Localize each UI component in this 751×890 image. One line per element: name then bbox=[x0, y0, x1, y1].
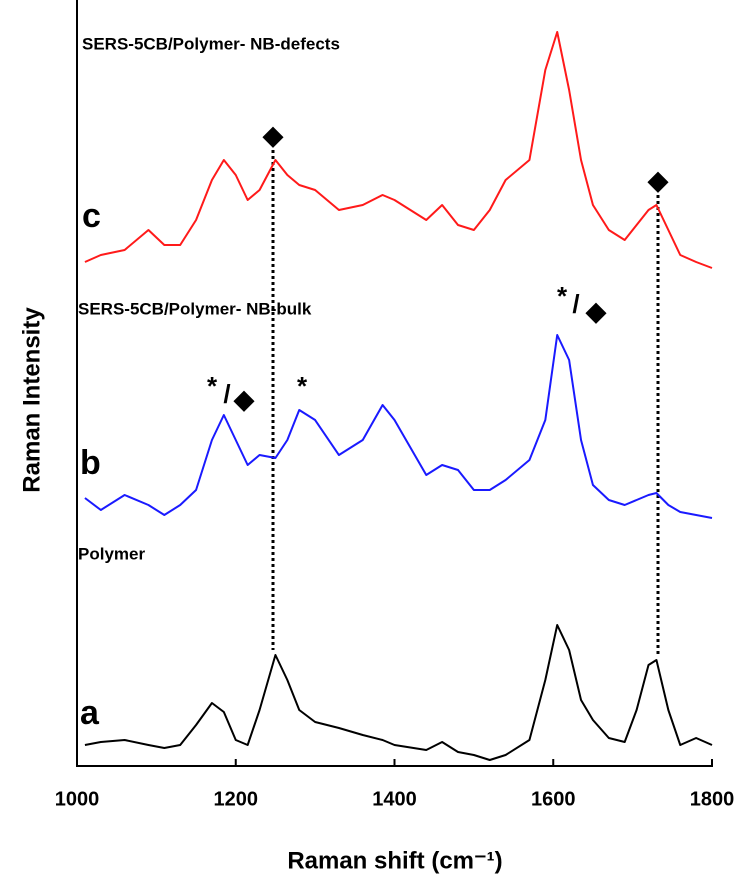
spectrum-line bbox=[84, 624, 713, 761]
annotation: a bbox=[80, 694, 100, 732]
annotation: c bbox=[82, 197, 101, 235]
x-tick-label: 1000 bbox=[55, 788, 100, 810]
annotation: ◆ bbox=[262, 120, 284, 150]
annotation: SERS-5CB/Polymer- NB-bulk bbox=[78, 299, 312, 318]
annotation: b bbox=[80, 444, 101, 482]
x-tick-label: 1200 bbox=[214, 788, 259, 810]
x-tick-label: 1400 bbox=[372, 788, 417, 810]
annotation: / bbox=[223, 379, 230, 409]
annotation: * bbox=[557, 281, 568, 311]
annotation: SERS-5CB/Polymer- NB-defects bbox=[82, 34, 340, 53]
annotation: ◆ bbox=[233, 384, 255, 414]
annotation: * bbox=[297, 371, 308, 401]
y-axis-title: Raman Intensity bbox=[18, 307, 45, 493]
annotation: Polymer bbox=[78, 544, 145, 563]
annotation: / bbox=[572, 289, 579, 319]
spectrum-line bbox=[84, 31, 713, 269]
annotation: ◆ bbox=[647, 165, 669, 195]
x-axis-title: Raman shift (cm⁻¹) bbox=[287, 847, 502, 874]
annotation: * bbox=[207, 371, 218, 401]
x-tick-label: 1800 bbox=[690, 788, 735, 810]
spectrum-line bbox=[84, 334, 713, 519]
x-tick-label: 1600 bbox=[531, 788, 576, 810]
annotation: ◆ bbox=[585, 296, 607, 326]
